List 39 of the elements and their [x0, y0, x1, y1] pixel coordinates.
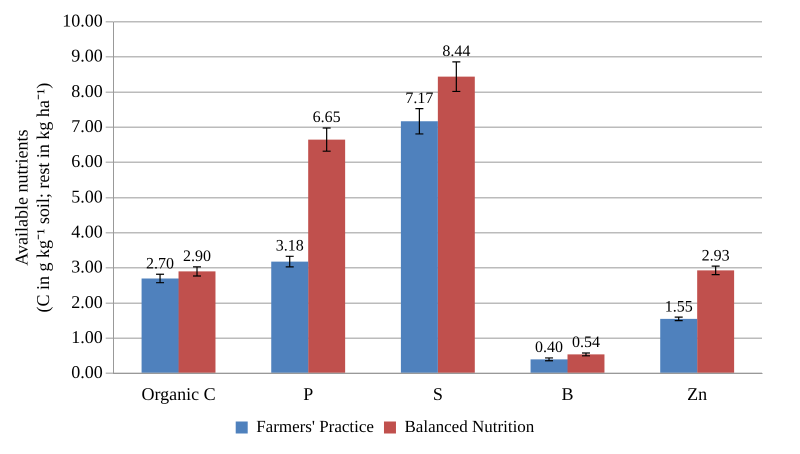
bar — [178, 271, 216, 373]
bar — [697, 270, 734, 373]
y-tick-label: 3.00 — [71, 256, 103, 277]
y-tick-label: 1.00 — [71, 326, 103, 347]
data-label: 2.93 — [702, 247, 730, 264]
x-tick-label: P — [303, 384, 314, 404]
data-label: 0.54 — [572, 334, 600, 352]
x-tick-label: Zn — [687, 384, 708, 404]
x-tick-label: B — [562, 384, 574, 404]
y-tick-label: 4.00 — [71, 221, 103, 242]
y-tick-label: 10.00 — [62, 10, 103, 31]
bar — [568, 354, 604, 373]
y-tick-label: 0.00 — [71, 362, 103, 382]
y-axis-title: Available nutrients (C in g kg⁻¹ soil; rest in kg ha⁻¹) — [12, 82, 54, 312]
y-tick-label: 9.00 — [71, 46, 103, 66]
data-label: 1.55 — [664, 298, 693, 316]
y-tick-label: 8.00 — [71, 80, 103, 101]
bar — [438, 76, 475, 373]
y-tick-label: 2.00 — [71, 292, 103, 312]
y-tick-label: 7.00 — [71, 116, 103, 136]
data-label: 7.17 — [405, 90, 434, 107]
y-tick-label: 5.00 — [71, 186, 103, 206]
data-label: 2.90 — [183, 248, 212, 266]
x-tick-label: S — [432, 384, 443, 404]
legend-label: Farmers' Practice — [256, 416, 374, 436]
data-label: 2.70 — [146, 255, 174, 272]
data-label: 0.40 — [535, 339, 564, 356]
bar — [142, 278, 179, 373]
bar — [530, 359, 568, 373]
bar — [400, 121, 438, 373]
legend-label: Balanced Nutrition — [404, 416, 535, 436]
bar — [660, 318, 698, 373]
bar — [271, 262, 308, 373]
y-tick-label: 6.00 — [71, 151, 103, 172]
data-label: 8.44 — [442, 43, 470, 60]
data-label: 6.65 — [312, 109, 341, 126]
x-tick-label: Organic C — [141, 384, 216, 404]
data-label: 3.18 — [276, 238, 304, 255]
bar — [308, 140, 346, 373]
